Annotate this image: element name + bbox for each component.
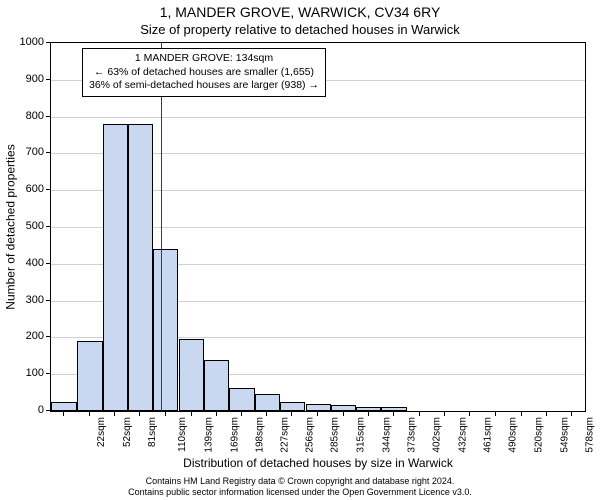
x-tick-label: 461sqm [483,417,494,453]
annotation-line: 1 MANDER GROVE: 134sqm [89,52,319,66]
annotation-line: 36% of semi-detached houses are larger (… [89,79,319,93]
x-tick-label: 520sqm [534,417,545,453]
x-tick [191,412,192,416]
y-tick-label: 900 [4,73,44,85]
histogram-bar [77,341,102,411]
x-tick [368,412,369,416]
chart-subtitle: Size of property relative to detached ho… [0,22,600,37]
x-tick [241,412,242,416]
y-tick-label: 700 [4,146,44,158]
x-tick [317,412,318,416]
x-tick [266,412,267,416]
histogram-bar [153,249,178,411]
x-tick [521,412,522,416]
x-tick-label: 578sqm [584,417,595,453]
x-tick-label: 22sqm [96,417,107,447]
x-tick-label: 432sqm [458,417,469,453]
x-tick-label: 169sqm [229,417,240,453]
x-tick-label: 373sqm [406,417,417,453]
chart-plot-area [50,42,586,412]
x-tick-label: 256sqm [305,417,316,453]
histogram-bar [280,402,305,411]
annotation-box: 1 MANDER GROVE: 134sqm← 63% of detached … [82,48,326,97]
x-tick-label: 81sqm [147,417,158,447]
x-tick-label: 315sqm [356,417,367,453]
y-tick-label: 100 [4,367,44,379]
y-tick-label: 200 [4,330,44,342]
histogram-bar [255,394,280,411]
x-tick-label: 285sqm [330,417,341,453]
page-title: 1, MANDER GROVE, WARWICK, CV34 6RY [0,4,600,20]
histogram-bar [381,407,406,411]
x-tick [571,412,572,416]
x-tick [139,412,140,416]
x-tick [393,412,394,416]
gridline [51,117,585,118]
footer-line-1: Contains HM Land Registry data © Crown c… [0,476,600,487]
annotation-line: ← 63% of detached houses are smaller (1,… [89,66,319,80]
x-tick-label: 490sqm [508,417,519,453]
x-tick [495,412,496,416]
x-tick [343,412,344,416]
x-tick [419,412,420,416]
y-tick-label: 400 [4,257,44,269]
y-tick-label: 1000 [4,36,44,48]
histogram-bar [128,124,153,411]
histogram-bar [229,388,254,411]
x-tick [444,412,445,416]
histogram-bar [179,339,204,411]
footer-attribution: Contains HM Land Registry data © Crown c… [0,476,600,499]
x-tick [291,412,292,416]
x-tick [63,412,64,416]
histogram-bar [51,402,76,411]
y-tick-label: 800 [4,110,44,122]
x-tick-label: 198sqm [254,417,265,453]
x-tick-label: 402sqm [432,417,443,453]
x-tick-label: 110sqm [177,417,188,452]
y-tick-label: 500 [4,220,44,232]
histogram-bar [306,404,331,411]
histogram-bar [356,407,381,411]
x-axis-label: Distribution of detached houses by size … [50,456,586,470]
histogram-bar [103,124,128,411]
x-tick [469,412,470,416]
histogram-bar [331,405,356,411]
x-tick [89,412,90,416]
y-tick-label: 600 [4,183,44,195]
x-tick [546,412,547,416]
histogram-bar [204,360,229,411]
x-tick-label: 52sqm [122,417,133,447]
marker-line [161,43,162,411]
x-tick [165,412,166,416]
x-tick-label: 549sqm [559,417,570,453]
x-tick [114,412,115,416]
x-tick-label: 227sqm [280,417,291,453]
x-tick-label: 139sqm [203,417,214,453]
x-tick [216,412,217,416]
y-tick-label: 0 [4,404,44,416]
y-tick-label: 300 [4,294,44,306]
footer-line-2: Contains public sector information licen… [0,487,600,498]
x-tick-label: 344sqm [381,417,392,453]
